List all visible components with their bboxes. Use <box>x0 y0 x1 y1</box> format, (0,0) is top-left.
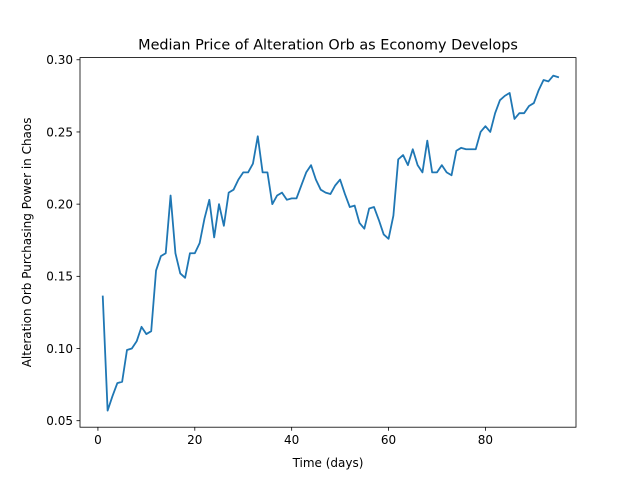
x-tick-label: 60 <box>381 433 396 447</box>
x-tick-label: 0 <box>94 433 102 447</box>
y-tick-label: 0.20 <box>46 197 73 211</box>
x-axis-label: Time (days) <box>292 456 364 470</box>
y-tick-label: 0.30 <box>46 53 73 67</box>
y-tick-label: 0.10 <box>46 342 73 356</box>
chart-title: Median Price of Alteration Orb as Econom… <box>138 38 518 54</box>
x-tick-label: 20 <box>187 433 202 447</box>
y-tick-label: 0.05 <box>46 414 73 428</box>
plot-area <box>101 74 560 412</box>
x-axis: 0 20 40 60 80 <box>94 427 493 447</box>
y-tick-label: 0.15 <box>46 270 73 284</box>
y-axis-label: Alteration Orb Purchasing Power in Chaos <box>20 118 34 368</box>
x-tick-label: 40 <box>284 433 299 447</box>
axes-frame <box>79 57 577 428</box>
y-tick-label: 0.25 <box>46 125 73 139</box>
x-tick-label: 80 <box>478 433 493 447</box>
y-axis: 0.05 0.10 0.15 0.20 0.25 0.30 <box>46 53 80 428</box>
series-line <box>101 74 560 412</box>
